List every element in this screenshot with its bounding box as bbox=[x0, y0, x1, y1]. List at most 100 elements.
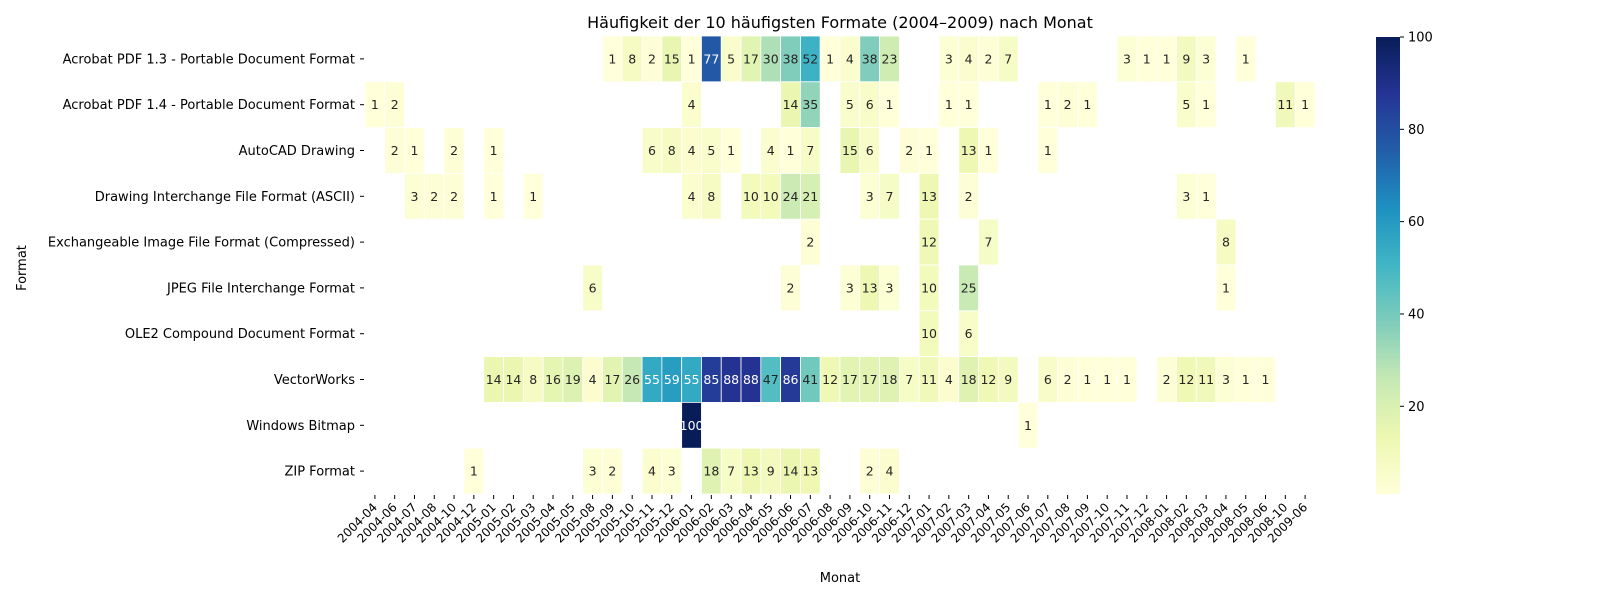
cell-value-label: 3 bbox=[945, 51, 953, 66]
cell-value-label: 4 bbox=[589, 372, 597, 387]
cell-value-label: 52 bbox=[802, 51, 818, 66]
cell-value-label: 1 bbox=[470, 464, 478, 479]
cell-value-label: 14 bbox=[783, 464, 799, 479]
cell-value-label: 1 bbox=[1024, 418, 1032, 433]
cell-value-label: 4 bbox=[886, 464, 894, 479]
cell-value-label: 11 bbox=[1277, 97, 1293, 112]
cell-value-label: 1 bbox=[826, 51, 834, 66]
cell-value-label: 12 bbox=[921, 235, 937, 250]
heatmap-cell bbox=[780, 264, 801, 312]
cell-value-label: 1 bbox=[371, 97, 379, 112]
cell-value-label: 7 bbox=[984, 235, 992, 250]
colorbar-tick-label: 60 bbox=[1408, 215, 1425, 230]
cell-value-label: 24 bbox=[783, 189, 799, 204]
heatmap-cell bbox=[997, 356, 1019, 403]
cell-value-label: 1 bbox=[1143, 51, 1151, 66]
y-tick-label: Windows Bitmap bbox=[246, 419, 355, 434]
cell-value-label: 1 bbox=[1301, 97, 1309, 112]
cell-value-label: 4 bbox=[767, 143, 775, 158]
cell-value-label: 17 bbox=[842, 372, 858, 387]
cell-value-label: 13 bbox=[921, 189, 937, 204]
y-tick-label: VectorWorks bbox=[274, 373, 355, 388]
heatmap-cell bbox=[879, 81, 900, 129]
cell-value-label: 1 bbox=[965, 97, 973, 112]
cell-value-label: 47 bbox=[763, 372, 779, 387]
cell-value-label: 1 bbox=[1222, 280, 1230, 295]
cell-value-label: 1 bbox=[1044, 97, 1052, 112]
x-axis-label: Monat bbox=[820, 571, 860, 586]
colorbar-tick-label: 40 bbox=[1408, 307, 1425, 322]
cell-value-label: 2 bbox=[608, 464, 616, 479]
cell-value-label: 1 bbox=[529, 189, 537, 204]
x-tick-labels: 2004-042004-062004-072004-082004-102004-… bbox=[335, 495, 1310, 546]
cell-value-label: 7 bbox=[727, 464, 735, 479]
cell-value-label: 1 bbox=[1083, 372, 1091, 387]
cell-value-label: 8 bbox=[529, 372, 537, 387]
heatmap-cell bbox=[879, 264, 900, 312]
cell-value-label: 4 bbox=[688, 97, 696, 112]
cell-value-label: 13 bbox=[862, 280, 878, 295]
cell-value-label: 1 bbox=[787, 143, 795, 158]
heatmap-cell bbox=[443, 172, 465, 220]
cell-value-label: 3 bbox=[1182, 189, 1190, 204]
chart-title: Häufigkeit der 10 häufigsten Formate (20… bbox=[587, 13, 1093, 32]
colorbar-tick-label: 80 bbox=[1408, 123, 1425, 138]
cell-value-label: 1 bbox=[490, 189, 498, 204]
cell-value-label: 15 bbox=[842, 143, 858, 158]
heatmap-cell bbox=[1017, 401, 1039, 449]
heatmap-cell bbox=[978, 127, 999, 174]
heatmap-cell bbox=[1077, 81, 1098, 129]
cell-value-label: 4 bbox=[688, 143, 696, 158]
cell-value-label: 12 bbox=[980, 372, 996, 387]
heatmap-cell bbox=[661, 447, 683, 495]
cell-value-label: 13 bbox=[743, 464, 759, 479]
cell-value-label: 3 bbox=[1202, 51, 1210, 66]
cell-value-label: 10 bbox=[921, 326, 937, 341]
cell-value-label: 41 bbox=[802, 372, 818, 387]
cell-value-label: 17 bbox=[743, 51, 759, 66]
cell-value-label: 15 bbox=[664, 51, 680, 66]
cell-value-label: 1 bbox=[1242, 51, 1250, 66]
cell-value-label: 6 bbox=[965, 326, 973, 341]
y-tick-label: OLE2 Compound Document Format bbox=[125, 327, 355, 342]
cell-value-label: 3 bbox=[886, 280, 894, 295]
cell-value-label: 13 bbox=[961, 143, 977, 158]
cell-value-label: 2 bbox=[965, 189, 973, 204]
heatmap-cell bbox=[720, 127, 742, 174]
cell-value-label: 5 bbox=[707, 143, 715, 158]
cell-value-label: 6 bbox=[866, 143, 874, 158]
cell-value-label: 10 bbox=[743, 189, 759, 204]
heatmap-cell bbox=[978, 218, 999, 266]
cell-value-label: 5 bbox=[846, 97, 854, 112]
cell-value-label: 21 bbox=[802, 189, 818, 204]
cell-value-label: 6 bbox=[589, 280, 597, 295]
cell-value-label: 1 bbox=[1123, 372, 1131, 387]
cell-value-label: 9 bbox=[767, 464, 775, 479]
cell-value-label: 18 bbox=[882, 372, 898, 387]
cell-value-label: 1 bbox=[886, 97, 894, 112]
cell-value-label: 18 bbox=[961, 372, 977, 387]
cell-value-label: 18 bbox=[703, 464, 719, 479]
cell-value-label: 9 bbox=[1182, 51, 1190, 66]
cell-value-label: 3 bbox=[866, 189, 874, 204]
y-axis-label: Format bbox=[15, 245, 30, 291]
cell-value-label: 1 bbox=[1262, 372, 1270, 387]
heatmap-cell bbox=[879, 447, 900, 495]
cell-value-label: 1 bbox=[1044, 143, 1052, 158]
cell-value-label: 25 bbox=[961, 280, 977, 295]
cell-value-label: 86 bbox=[783, 372, 799, 387]
cell-value-label: 10 bbox=[921, 280, 937, 295]
heatmap-cell bbox=[701, 172, 722, 220]
cell-value-label: 1 bbox=[945, 97, 953, 112]
cell-value-label: 2 bbox=[430, 189, 438, 204]
heatmap-cell bbox=[800, 447, 821, 495]
cell-value-label: 7 bbox=[905, 372, 913, 387]
cell-value-label: 14 bbox=[505, 372, 521, 387]
cell-value-label: 2 bbox=[450, 143, 458, 158]
cell-value-label: 4 bbox=[688, 189, 696, 204]
cell-value-label: 1 bbox=[688, 51, 696, 66]
cell-value-label: 2 bbox=[391, 143, 399, 158]
heatmap-cell bbox=[997, 35, 1019, 83]
cell-value-label: 1 bbox=[608, 51, 616, 66]
cell-value-label: 3 bbox=[1123, 51, 1131, 66]
